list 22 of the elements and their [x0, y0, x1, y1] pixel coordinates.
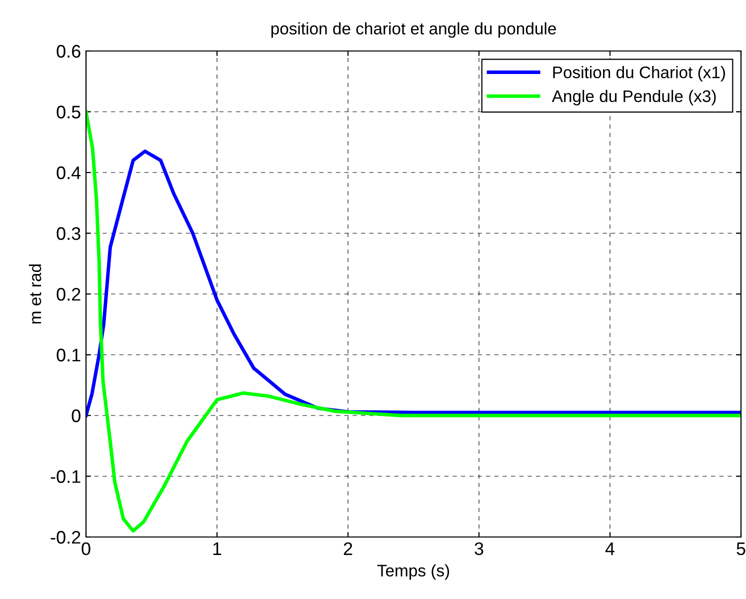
y-tick-label: -0.1: [50, 470, 80, 483]
y-tick-label: 0.6: [56, 44, 80, 58]
x-tick-label: 4: [605, 542, 614, 555]
legend-label: Angle du Pendule (x3): [552, 90, 716, 106]
line-series: [86, 150, 741, 418]
y-tick-label: 0.4: [56, 166, 81, 180]
x-tick-label: 3: [474, 542, 484, 556]
y-tick-label: 0.3: [56, 227, 80, 240]
legend-label: Position du Chariot (x1): [553, 66, 725, 82]
y-tick-label: 0.1: [56, 348, 80, 362]
x-tick-label: 0: [82, 542, 90, 556]
chart-title: position de chariot et angle du pondule: [271, 22, 556, 38]
y-tick-label: 0: [72, 409, 80, 422]
y-tick-label: -0.2: [50, 530, 80, 544]
y-tick-label: 0.5: [56, 106, 80, 118]
x-tick-label: 2: [344, 542, 352, 555]
x-tick-label: 5: [736, 542, 746, 556]
line-series: [86, 110, 741, 533]
y-axis-title: m et rad: [28, 264, 42, 324]
y-tick-label: 0.2: [56, 288, 80, 301]
x-axis-title: Temps (s): [377, 564, 450, 580]
x-tick-label: 1: [213, 542, 222, 555]
